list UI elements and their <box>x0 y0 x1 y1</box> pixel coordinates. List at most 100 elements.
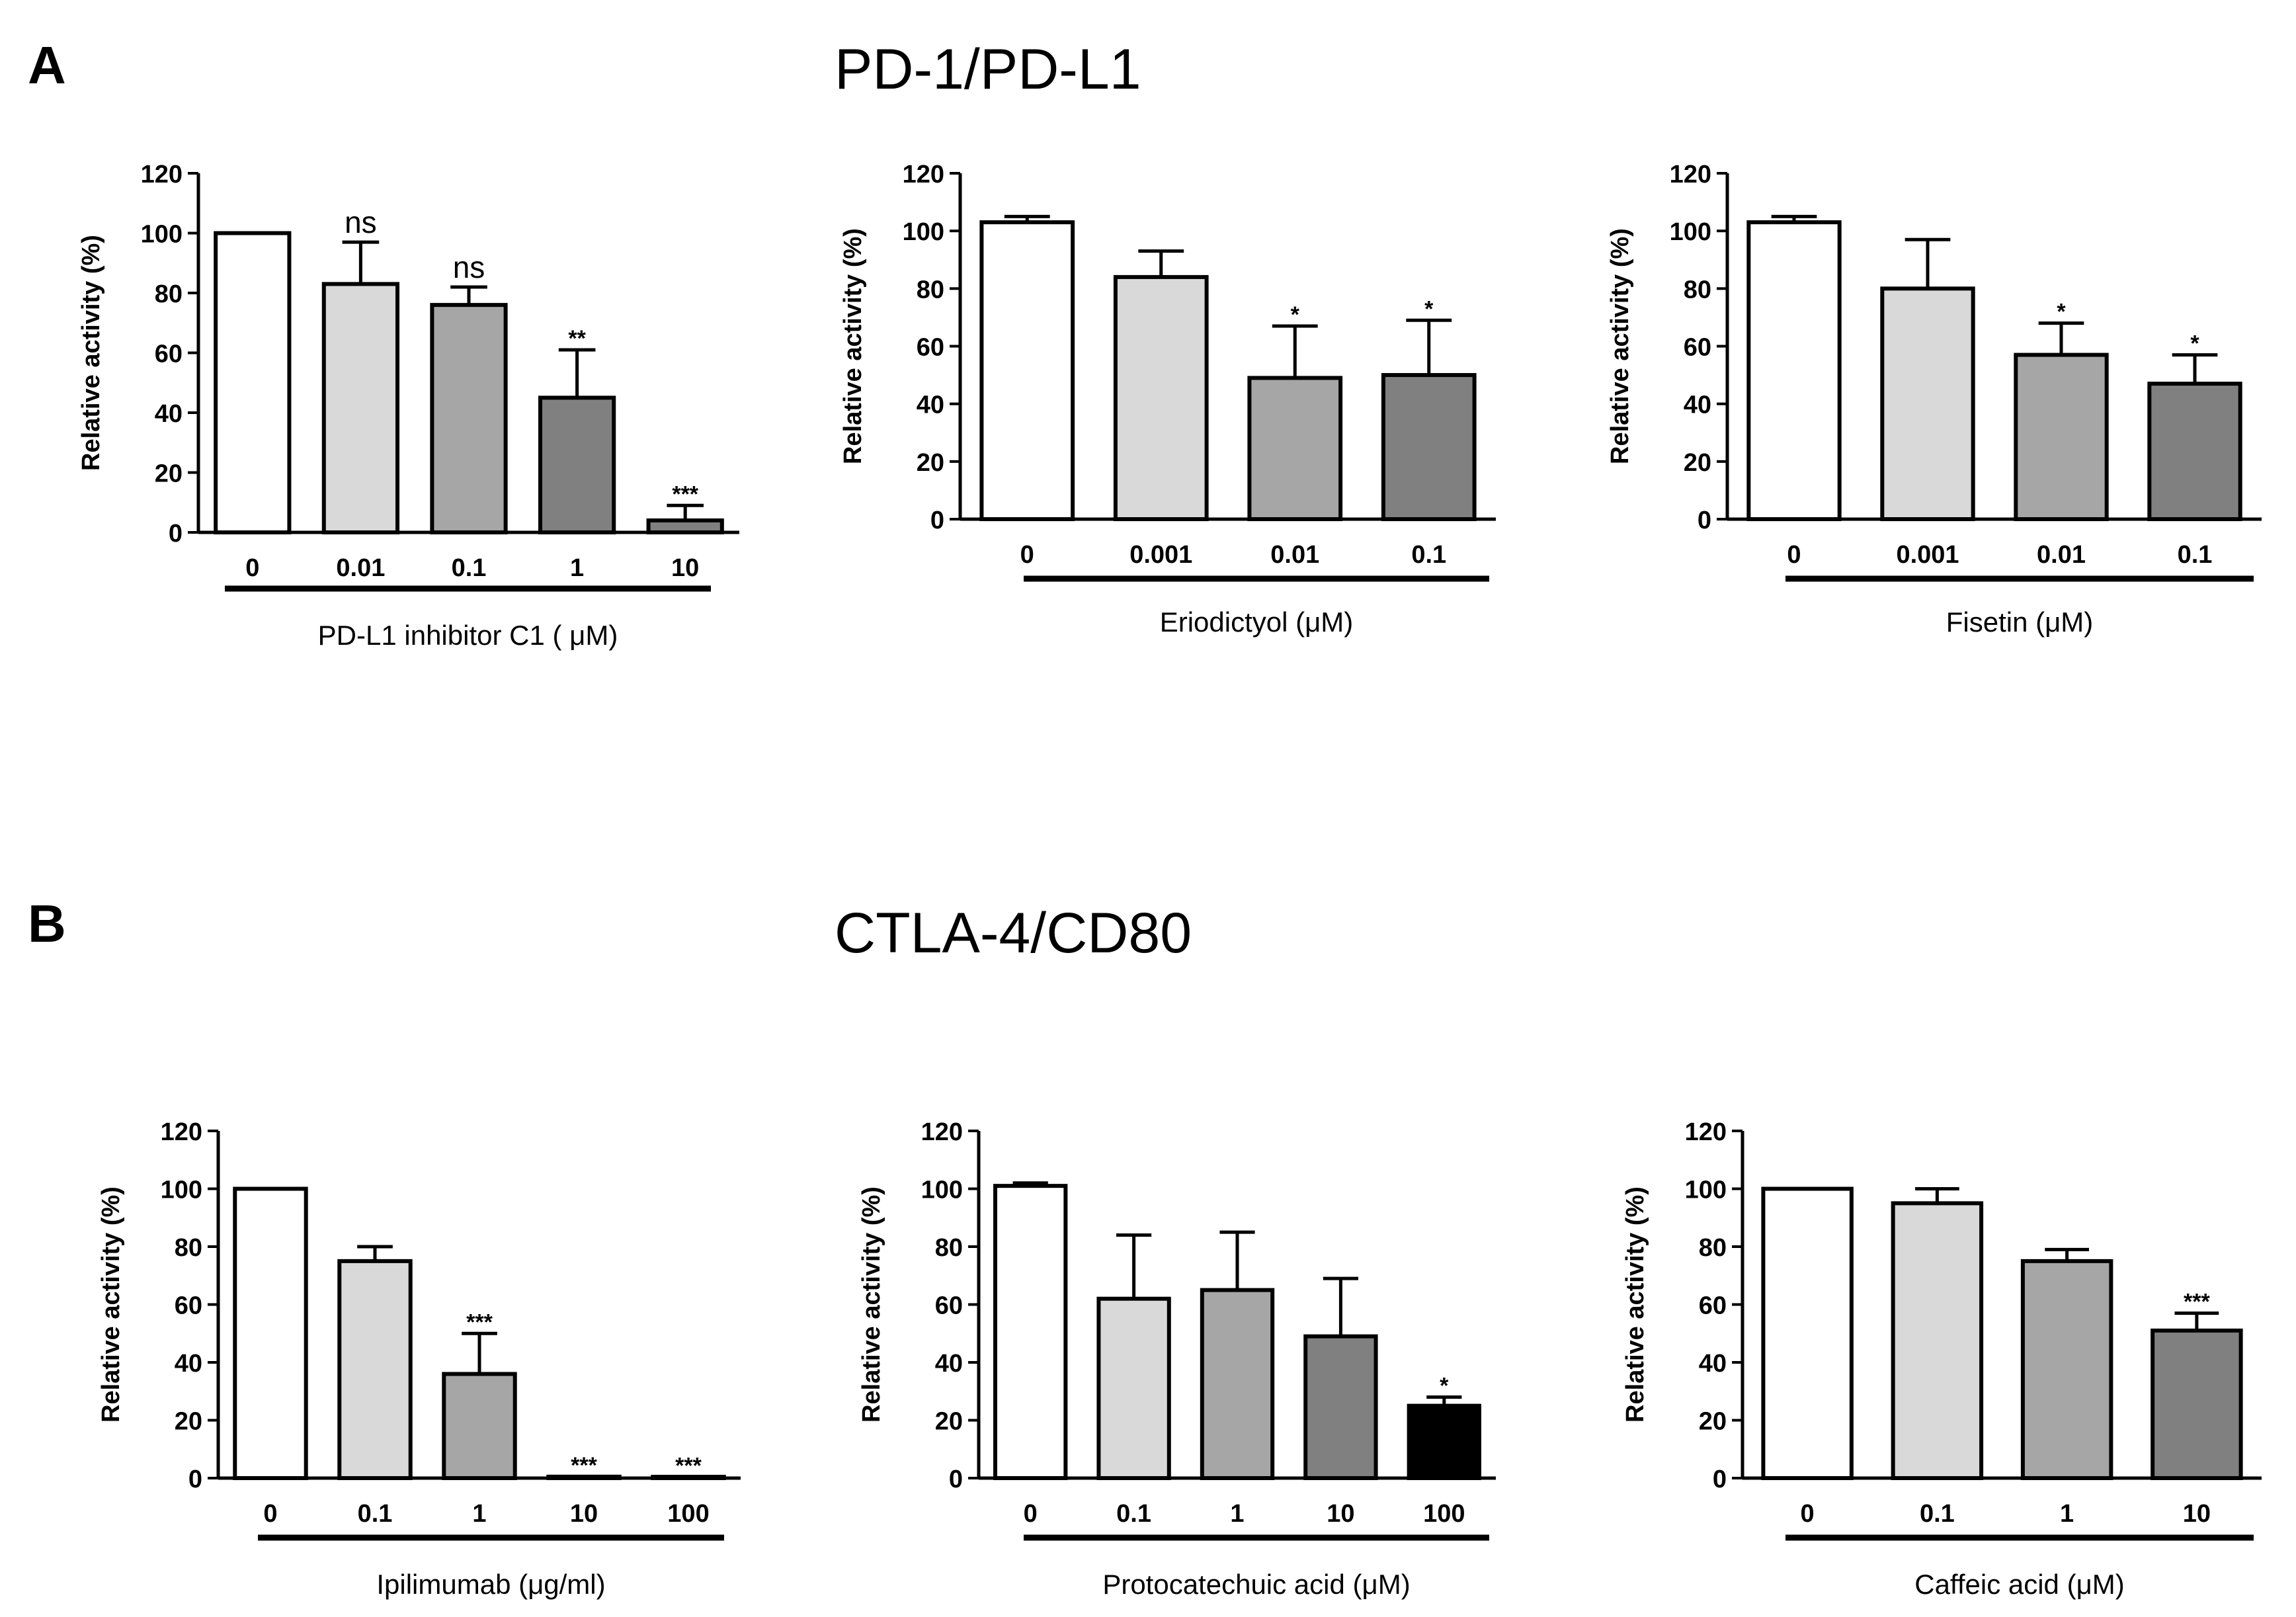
x-tick-label: 0 <box>245 554 259 582</box>
y-tick-label: 20 <box>155 460 183 488</box>
y-axis-label: Relative activity (%) <box>1606 228 1634 464</box>
bar <box>233 1186 308 1480</box>
y-tick-label: 120 <box>921 1118 963 1146</box>
y-tick-label: 20 <box>1684 449 1711 477</box>
x-tick-label: 100 <box>667 1500 709 1528</box>
bar <box>1761 1186 1854 1480</box>
bar <box>1880 286 1975 521</box>
x-tick-label: 0.1 <box>1116 1500 1151 1528</box>
bar <box>651 1475 726 1480</box>
y-tick-label: 100 <box>921 1177 963 1204</box>
y-axis-label: Relative activity (%) <box>839 228 867 464</box>
bar-chart: 0 20 40 60 80 100 120 Relative activity (%) 0 0.1… <box>858 1118 1496 1600</box>
y-tick-label: 20 <box>917 449 944 477</box>
bar <box>2147 382 2242 521</box>
y-tick-label: 60 <box>175 1292 202 1320</box>
significance-label: * <box>1291 302 1300 327</box>
bar <box>2151 1328 2243 1480</box>
panel-letter: A <box>28 36 66 95</box>
bar <box>546 1474 622 1480</box>
bar <box>1407 1403 1481 1480</box>
bar <box>646 518 724 535</box>
panel-a-header: A PD-1/PD-L1 <box>28 36 1141 101</box>
x-tick-label: 0.1 <box>2178 541 2213 569</box>
x-tick-label: 100 <box>1423 1500 1465 1528</box>
y-tick-label: 60 <box>935 1292 963 1320</box>
y-tick-label: 40 <box>1699 1350 1727 1378</box>
y-tick-label: 40 <box>175 1350 202 1378</box>
bar <box>1746 220 1842 521</box>
bar <box>993 1184 1068 1480</box>
significance-label: ** <box>568 326 586 351</box>
significance-label: *** <box>675 1454 702 1479</box>
significance-label: *** <box>672 481 698 507</box>
significance-label: *** <box>2184 1290 2210 1315</box>
y-axis-label: Relative activity (%) <box>858 1186 885 1423</box>
y-tick-label: 20 <box>175 1408 202 1436</box>
bar <box>1247 376 1343 521</box>
y-axis-label: Relative activity (%) <box>1621 1186 1649 1423</box>
y-tick-label: 120 <box>1670 161 1711 188</box>
y-tick-label: 80 <box>175 1234 202 1262</box>
bar-chart: 0 20 40 60 80 100 120 Relative activity (%) 0 ns 0… <box>77 161 739 651</box>
bar <box>2014 352 2109 522</box>
x-tick-label: 0.01 <box>2037 541 2086 569</box>
bar <box>214 231 292 534</box>
y-tick-label: 80 <box>935 1234 963 1262</box>
bar <box>1891 1201 1984 1480</box>
y-tick-label: 40 <box>155 400 183 428</box>
x-axis-label: Protocatechuic acid (μM) <box>1102 1569 1410 1600</box>
x-tick-label: 1 <box>472 1500 486 1528</box>
y-tick-label: 100 <box>141 221 183 249</box>
y-tick-label: 60 <box>1699 1292 1727 1320</box>
x-tick-label: 0.001 <box>1896 541 1959 569</box>
y-tick-label: 0 <box>949 1466 963 1493</box>
y-tick-label: 0 <box>930 507 944 534</box>
x-tick-label: 1 <box>2060 1500 2074 1528</box>
bar <box>337 1259 413 1480</box>
y-tick-label: 100 <box>1685 1177 1727 1204</box>
significance-label: ns <box>345 205 377 239</box>
bar <box>430 303 508 534</box>
x-axis-label: Ipilimumab (μg/ml) <box>376 1569 605 1600</box>
panel-letter: B <box>28 894 66 953</box>
significance-label: ns <box>453 250 485 284</box>
x-axis-label: Eriodictyol (μM) <box>1160 606 1354 638</box>
x-tick-label: 0 <box>1787 541 1801 569</box>
y-tick-label: 0 <box>1713 1466 1727 1493</box>
y-axis-label: Relative activity (%) <box>77 235 105 471</box>
x-axis-label: Caffeic acid (μM) <box>1914 1569 2125 1600</box>
bar <box>321 282 400 534</box>
x-tick-label: 0.001 <box>1129 541 1192 569</box>
y-tick-label: 20 <box>935 1408 963 1436</box>
x-tick-label: 0 <box>1020 541 1034 569</box>
y-tick-label: 100 <box>1670 218 1711 246</box>
y-tick-label: 80 <box>1699 1234 1727 1262</box>
x-tick-label: 0.1 <box>1920 1500 1955 1528</box>
y-tick-label: 40 <box>1684 392 1711 419</box>
panel-b-header: B CTLA-4/CD80 <box>28 894 1192 965</box>
panel-title: CTLA-4/CD80 <box>835 901 1192 965</box>
y-tick-label: 120 <box>903 161 944 188</box>
significance-label: *** <box>571 1453 597 1478</box>
x-tick-label: 0.1 <box>358 1500 393 1528</box>
y-tick-label: 120 <box>141 161 183 188</box>
y-tick-label: 60 <box>155 341 183 368</box>
y-tick-label: 40 <box>917 392 944 419</box>
significance-label: * <box>2190 331 2199 356</box>
x-tick-label: 0.1 <box>1411 541 1446 569</box>
x-tick-label: 0.01 <box>336 554 385 582</box>
y-tick-label: 120 <box>1685 1118 1727 1146</box>
bar-chart: 0 20 40 60 80 100 120 Relative activity (%) 0 0.0… <box>1606 161 2262 638</box>
x-tick-label: 0 <box>1024 1500 1038 1528</box>
bar <box>1200 1288 1275 1480</box>
y-tick-label: 60 <box>1684 334 1711 362</box>
y-tick-label: 40 <box>935 1350 963 1378</box>
x-tick-label: 0 <box>263 1500 277 1528</box>
bar-chart: 0 20 40 60 80 100 120 Relative activity (%) 0 0.1… <box>1621 1118 2262 1600</box>
bar <box>538 395 616 534</box>
bar <box>1096 1296 1171 1480</box>
y-tick-label: 100 <box>903 218 944 246</box>
